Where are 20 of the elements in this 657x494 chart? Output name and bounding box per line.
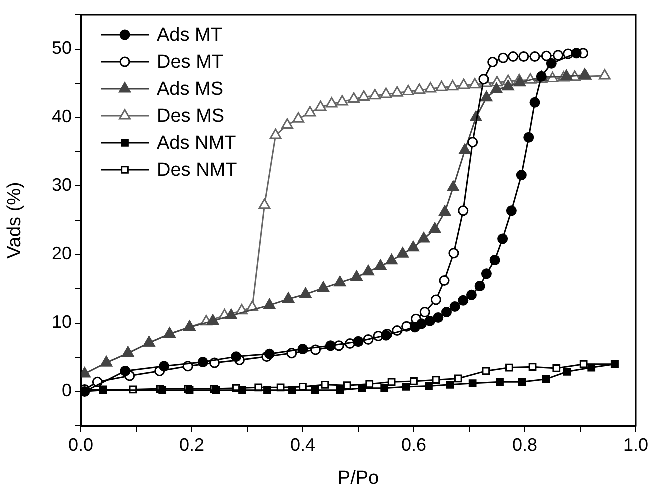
- x-tick-label: 0.4: [290, 434, 316, 455]
- y-tick-label: 20: [52, 244, 72, 264]
- x-tick-label: 0.6: [401, 434, 427, 455]
- legend-label: Ads MS: [157, 79, 224, 100]
- y-tick-label: 50: [52, 38, 72, 58]
- x-tick-label: 0.0: [68, 434, 94, 455]
- y-tick-label: 40: [52, 106, 72, 127]
- x-axis-title: P/Po: [338, 468, 380, 489]
- legend-label: Ads NMT: [157, 133, 237, 154]
- x-tick-label: 1.0: [623, 434, 649, 455]
- y-tick-label: 30: [52, 175, 72, 196]
- x-tick-label: 0.8: [512, 434, 538, 455]
- legend-label: Ads MT: [157, 25, 223, 46]
- y-tick-label: 0: [62, 380, 72, 401]
- y-tick-label: 10: [52, 312, 72, 332]
- legend-label: Des MT: [157, 52, 224, 74]
- x-tick-label: 0.2: [179, 434, 205, 455]
- legend-label: Des MS: [157, 106, 225, 128]
- y-axis-title: Vads (%): [4, 182, 26, 259]
- legend-label: Des NMT: [157, 160, 238, 182]
